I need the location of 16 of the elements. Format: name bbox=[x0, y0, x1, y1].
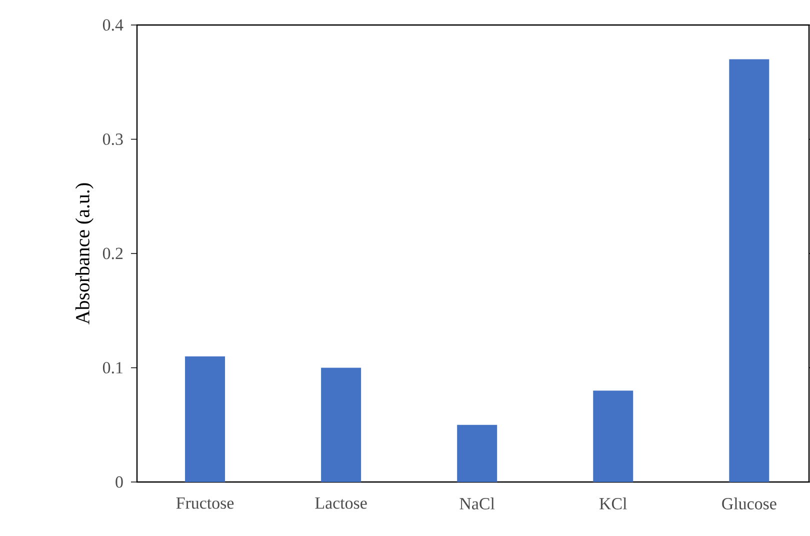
y-axis-title: Absorbance (a.u.) bbox=[75, 183, 94, 324]
bar bbox=[457, 424, 498, 482]
x-tick-label: Lactose bbox=[315, 498, 367, 509]
y-tick-label: 0 bbox=[116, 476, 123, 488]
x-tick-label: KCl bbox=[599, 498, 627, 510]
y-tick-label: 0.4 bbox=[102, 19, 124, 31]
x-tick-label: Glucose bbox=[722, 498, 776, 510]
y-tick-label: 0.3 bbox=[102, 133, 123, 145]
y-tick-label: 0.1 bbox=[102, 362, 122, 374]
bar bbox=[185, 356, 226, 482]
y-tick-label: 0.2 bbox=[102, 248, 123, 260]
bar bbox=[729, 59, 770, 482]
bar bbox=[321, 368, 362, 482]
x-tick-label: NaCl bbox=[460, 498, 495, 510]
bar bbox=[593, 390, 634, 482]
x-tick-label: Fructose bbox=[176, 498, 234, 509]
